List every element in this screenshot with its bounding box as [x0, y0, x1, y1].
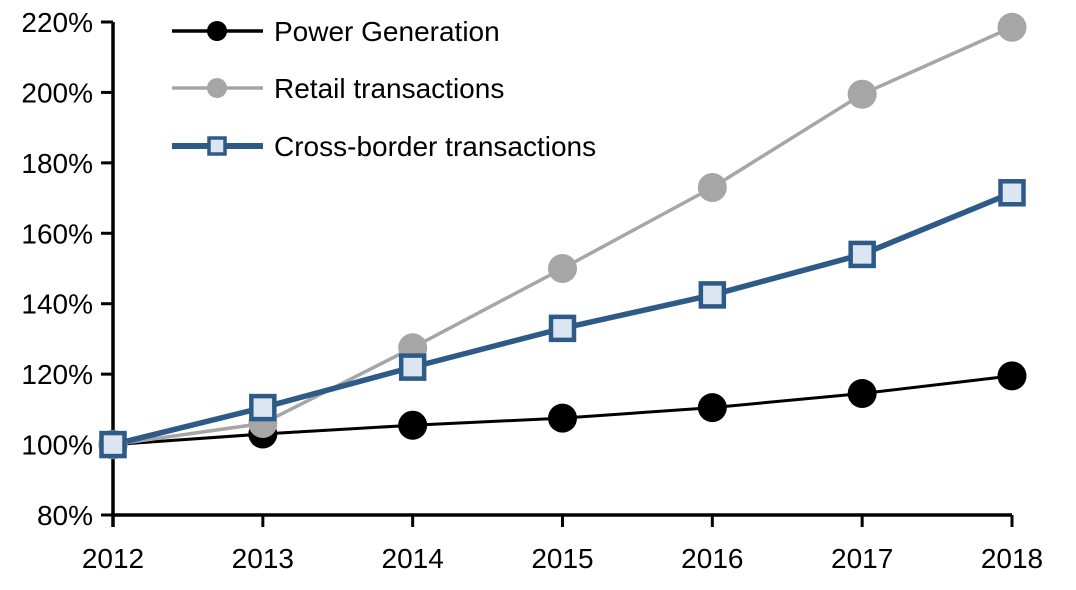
legend-marker-circle [207, 78, 227, 98]
data-point-circle [697, 393, 727, 423]
legend-marker-square [207, 136, 227, 156]
data-point-square [99, 430, 127, 459]
x-tick-label: 2014 [382, 543, 444, 574]
legend-marker-circle [207, 21, 227, 41]
legend-item: Retail transactions [172, 73, 504, 104]
legend-label: Retail transactions [274, 73, 504, 104]
series-line-retail-transactions [112, 25, 1013, 447]
data-point-circle [548, 403, 577, 433]
legend-label: Cross-border transactions [274, 131, 596, 162]
x-tick-label: 2018 [981, 543, 1043, 574]
data-point-circle [847, 79, 877, 109]
data-point-circle [548, 254, 577, 283]
y-tick-label: 80% [37, 500, 93, 531]
data-point-circle [697, 173, 727, 203]
data-point-square [398, 353, 427, 381]
y-tick-label: 200% [21, 77, 93, 108]
data-point-square [249, 393, 277, 422]
y-tick-label: 120% [21, 359, 93, 390]
legend-item: Power Generation [172, 16, 500, 47]
x-tick-label: 2017 [831, 543, 893, 574]
y-tick-label: 100% [21, 430, 93, 461]
data-point-square [998, 179, 1026, 207]
data-point-circle [847, 379, 877, 409]
y-tick-label: 160% [21, 218, 93, 249]
legend-item: Cross-border transactions [172, 131, 596, 162]
data-point-circle [398, 410, 428, 440]
x-tick-label: 2012 [82, 543, 144, 574]
data-point-circle [997, 12, 1027, 42]
data-point-square [698, 281, 727, 309]
y-tick-label: 220% [21, 7, 93, 38]
x-tick-label: 2015 [531, 543, 593, 574]
x-tick-label: 2013 [232, 543, 294, 574]
y-tick-label: 180% [21, 148, 93, 179]
data-point-square [848, 240, 876, 269]
x-tick-label: 2016 [681, 543, 743, 574]
data-point-square [548, 314, 577, 343]
legend-label: Power Generation [274, 16, 500, 47]
y-tick-label: 140% [21, 289, 93, 320]
data-point-circle [997, 361, 1027, 391]
